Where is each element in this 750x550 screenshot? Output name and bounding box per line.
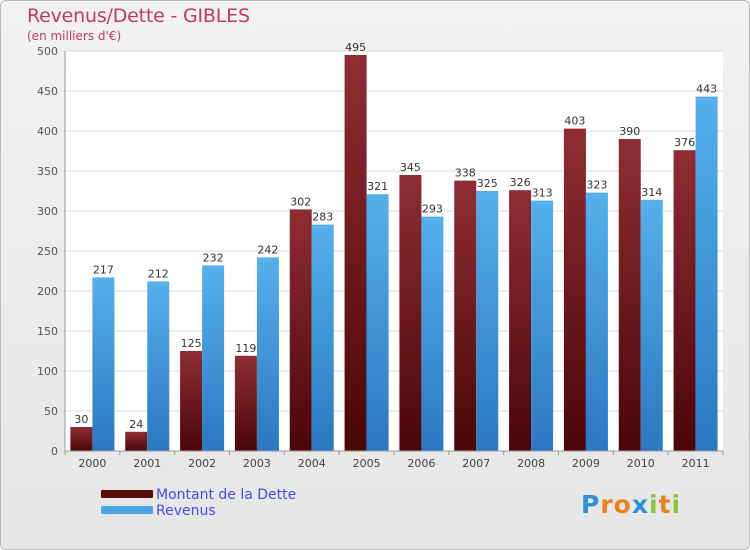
logo-letter: i [649,490,659,519]
legend: Montant de la Dette Revenus [101,487,361,519]
bar-revenus [531,200,554,451]
y-tick-label: 500 [37,45,58,58]
y-tick-label: 450 [37,85,58,98]
logo-letter: o [613,490,632,519]
y-tick-label: 0 [51,445,58,458]
y-tick-label: 50 [44,405,58,418]
legend-swatch-debt [101,490,153,498]
bar-debt [618,139,641,451]
data-label-debt: 390 [619,125,640,138]
data-label-revenus: 314 [641,186,662,199]
x-tick-label: 2006 [407,457,435,470]
proxiti-logo: Proxiti [581,490,681,519]
logo-letter: P [581,490,601,519]
bar-debt [289,209,312,451]
data-label-debt: 125 [181,337,202,350]
y-tick-label: 150 [37,325,58,338]
bar-revenus [366,194,389,451]
bar-debt [234,355,257,451]
y-tick-label: 100 [37,365,58,378]
y-tick-label: 200 [37,285,58,298]
x-tick-label: 2007 [462,457,490,470]
data-label-debt: 326 [510,176,531,189]
bar-debt [180,351,203,451]
data-label-revenus: 232 [203,251,224,264]
bar-revenus [421,216,444,451]
y-tick-label: 250 [37,245,58,258]
bar-debt [399,175,422,451]
legend-swatch-revenus [101,506,153,514]
x-tick-label: 2008 [517,457,545,470]
bar-revenus [476,191,499,451]
bar-revenus [311,224,334,451]
bar-debt [509,190,532,451]
bar-revenus [695,96,718,451]
data-label-revenus: 313 [532,187,553,200]
data-label-debt: 403 [564,115,585,128]
y-tick-label: 400 [37,125,58,138]
bar-revenus [640,199,663,451]
data-label-debt: 302 [290,195,311,208]
data-label-revenus: 293 [422,203,443,216]
legend-label-revenus: Revenus [156,503,216,519]
legend-item-debt: Montant de la Dette [101,487,361,503]
chart-subtitle: (en milliers d'€) [27,29,122,43]
legend-item-revenus: Revenus [101,503,361,519]
bar-debt [70,427,93,451]
data-label-debt: 24 [129,418,143,431]
data-label-debt: 495 [345,41,366,54]
chart-title: Revenus/Dette - GIBLES [27,5,250,27]
data-label-revenus: 283 [312,211,333,224]
data-label-revenus: 217 [93,263,114,276]
x-tick-label: 2004 [298,457,326,470]
bar-debt [563,128,586,451]
bar-revenus [256,257,279,451]
logo-letter: t [658,490,672,519]
bar-revenus [585,192,608,451]
bar-revenus [202,265,225,451]
bar-revenus [92,277,115,451]
logo-letter: x [631,490,649,519]
bar-debt [673,150,696,451]
legend-label-debt: Montant de la Dette [156,487,297,503]
x-tick-label: 2005 [353,457,381,470]
data-label-debt: 30 [74,413,88,426]
data-label-debt: 345 [400,161,421,174]
data-label-revenus: 212 [148,267,169,280]
bar-debt [344,55,367,451]
x-tick-label: 2011 [682,457,710,470]
data-label-revenus: 321 [367,180,388,193]
data-label-debt: 338 [455,167,476,180]
data-label-revenus: 443 [696,83,717,96]
x-tick-label: 2001 [133,457,161,470]
data-label-revenus: 325 [477,177,498,190]
x-tick-label: 2010 [627,457,655,470]
bar-debt [454,180,477,451]
y-tick-label: 300 [37,205,58,218]
x-tick-label: 2003 [243,457,271,470]
x-tick-label: 2009 [572,457,600,470]
bar-debt [125,431,148,451]
data-label-debt: 376 [674,136,695,149]
x-tick-label: 2000 [78,457,106,470]
logo-letter: i [671,490,682,519]
logo-letter: r [600,490,614,519]
x-tick-label: 2002 [188,457,216,470]
y-tick-label: 350 [37,165,58,178]
bar-revenus [147,281,170,451]
data-label-revenus: 242 [257,243,278,256]
data-label-debt: 119 [235,342,256,355]
data-label-revenus: 323 [586,179,607,192]
